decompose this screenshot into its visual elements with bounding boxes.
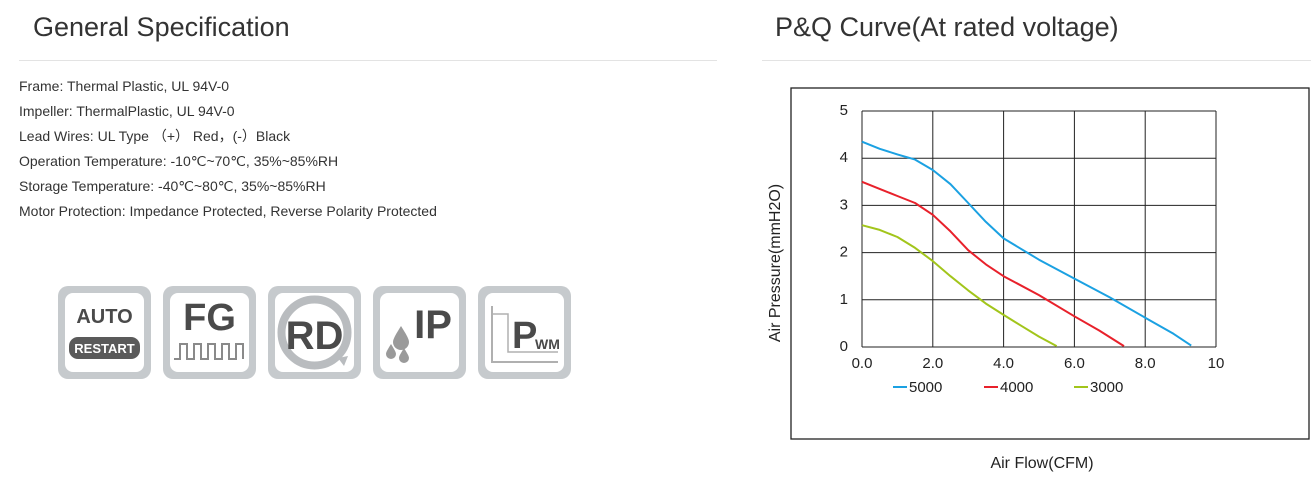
- spec-lead-wires: Lead Wires: UL Type （+） Red，(-）Black: [19, 128, 291, 144]
- spec-operation-temperature: Operation Temperature: -10℃~70℃, 35%~85%…: [19, 153, 339, 169]
- pwm-wm-label: WM: [535, 336, 560, 352]
- pwm-p-label: P: [512, 315, 537, 357]
- frequency-generator-icon: FG: [174, 297, 244, 360]
- series-line-4000: [861, 180, 1125, 347]
- y-axis-title: Air Pressure(mmH2O): [767, 184, 784, 342]
- fg-badge: FG: [163, 286, 256, 379]
- pwm-control-icon: P WM: [491, 306, 560, 363]
- spec-list: Frame: Thermal Plastic, UL 94V-0 Impelle…: [19, 77, 437, 227]
- ip-badge: IP: [373, 286, 466, 379]
- y-tick-label: 5: [840, 102, 848, 119]
- rotation-arrow-icon: [277, 295, 352, 370]
- x-tick-label: 0.0: [852, 355, 873, 372]
- y-tick-label: 1: [840, 291, 848, 308]
- y-tick-label: 2: [840, 244, 848, 261]
- feature-badges: AUTO RESTART FG RD: [58, 286, 571, 379]
- chart-frame: [790, 87, 1310, 440]
- fg-label: FG: [183, 297, 236, 339]
- x-tick-label: 10: [1208, 355, 1225, 372]
- restart-label: RESTART: [74, 341, 134, 356]
- x-tick-label: 4.0: [993, 355, 1014, 372]
- spec-divider: [19, 60, 717, 61]
- auto-restart-badge: AUTO RESTART: [58, 286, 151, 379]
- pq-divider: [762, 60, 1311, 61]
- ip-label: IP: [414, 303, 452, 347]
- x-tick-label: 8.0: [1135, 355, 1156, 372]
- rd-badge: RD: [268, 286, 361, 379]
- general-specification-panel: General Specification Frame: Thermal Pla…: [19, 12, 717, 379]
- auto-label: AUTO: [76, 306, 132, 328]
- x-axis-title: Air Flow(CFM): [990, 455, 1093, 472]
- ingress-protection-icon: IP: [386, 303, 452, 363]
- legend-label-5000: 5000: [909, 379, 942, 396]
- series-line-5000: [861, 140, 1192, 347]
- x-tick-label: 6.0: [1064, 355, 1085, 372]
- restart-pill: [69, 337, 140, 359]
- rd-label: RD: [286, 314, 344, 358]
- spec-storage-temperature: Storage Temperature: -40℃~80℃, 35%~85%RH: [19, 178, 326, 194]
- pq-chart: 0.0 2.0 4.0 6.0 8.0 10 0 1 2 3 4 5 5000 4000 3000 Air F…: [767, 87, 1310, 472]
- pq-curve-panel: P&Q Curve(At rated voltage) 0.0 2.0 4.0 6.0…: [762, 0, 1311, 496]
- rotation-detection-icon: RD: [277, 295, 352, 370]
- series-line-3000: [861, 224, 1058, 347]
- spec-frame: Frame: Thermal Plastic, UL 94V-0: [19, 78, 230, 94]
- spec-impeller: Impeller: ThermalPlastic, UL 94V-0: [19, 103, 235, 119]
- pwm-badge: P WM: [478, 286, 571, 379]
- y-tick-label: 4: [840, 149, 848, 166]
- legend-label-4000: 4000: [1000, 379, 1033, 396]
- spec-title: General Specification: [33, 12, 290, 42]
- y-tick-label: 3: [840, 196, 848, 213]
- pwm-axis-icon: [491, 306, 558, 363]
- auto-restart-icon: AUTO RESTART: [69, 306, 140, 359]
- water-drop-icon: [393, 326, 409, 350]
- square-wave-icon: [174, 343, 244, 360]
- x-tick-label: 2.0: [922, 355, 943, 372]
- legend-label-3000: 3000: [1090, 379, 1123, 396]
- pq-title: P&Q Curve(At rated voltage): [775, 12, 1119, 42]
- y-tick-label: 0: [840, 338, 848, 355]
- spec-motor-protection: Motor Protection: Impedance Protected, R…: [19, 203, 437, 219]
